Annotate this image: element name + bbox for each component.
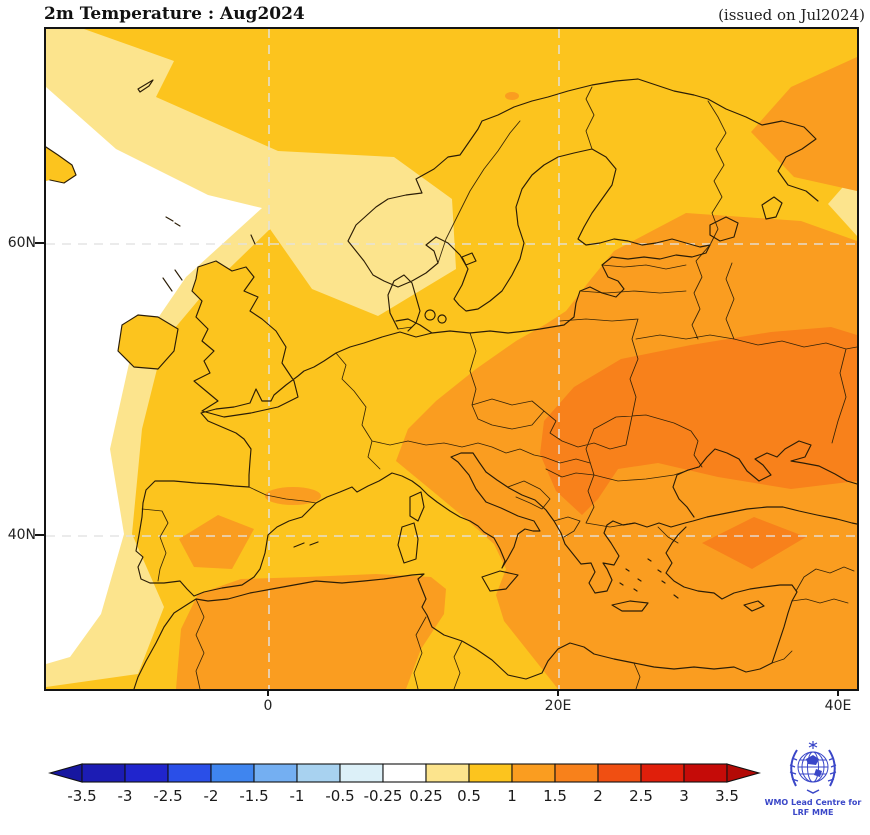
map-region-orange-lofoten [505,92,519,100]
colorbar-segment [468,763,513,783]
colorbar-segment [124,763,169,783]
lon-label-40e: 40E [824,698,852,714]
tick-60n [35,242,44,244]
map-region-orange-nw-africa [176,574,446,689]
wmo-logo-text-line2: LRF MME [792,808,834,817]
land-gold-islands [46,147,298,417]
tick-0 [267,689,269,696]
map-canvas [44,27,859,691]
colorbar-arrow-right [726,763,762,783]
colorbar-segment [683,763,728,783]
colorbar-label: -0.5 [325,787,355,805]
ireland [118,315,178,369]
colorbar-segment [210,763,255,783]
colorbar-label: 2.5 [629,787,653,805]
colorbar-segment [554,763,599,783]
colorbar-label: 3.5 [715,787,739,805]
map-region-orange-pyrenees [265,487,321,505]
issued-date-label: (issued on Jul2024) [718,6,865,24]
map-region-darkorange-anatolia [702,517,806,569]
colorbar-label: -1 [289,787,305,805]
map-region-orange-northeast [751,57,857,191]
great-britain [192,261,298,417]
graticule [46,29,857,689]
globe-continent-shape [806,755,819,765]
colorbar-segment [81,763,126,783]
globe-continent-shape2 [814,769,822,777]
colorbar-label: -0.25 [363,787,403,805]
colorbar-label: -1.5 [239,787,269,805]
lat-label-40n: 40N [7,527,36,543]
colorbar-label: -2 [203,787,219,805]
tick-40e [837,689,839,696]
colorbar-label: -2.5 [153,787,183,805]
coastline-paths [45,78,858,690]
colorbar-segment [511,763,556,783]
colorbar-segment [640,763,685,783]
wmo-logo: WMO Lead Centre for LRF MME [763,740,863,818]
colorbar-arrow-left [48,763,83,783]
colorbar [48,763,762,783]
border-paths [141,86,858,690]
map-region-orange-spain [179,515,254,569]
lon-label-0: 0 [263,698,273,714]
colorbar-label: 3 [679,787,689,805]
lat-label-60n: 60N [7,235,36,251]
colorbar-segment [296,763,341,783]
page-title: 2m Temperature : Aug2024 [44,4,305,24]
colorbar-label: 1 [507,787,517,805]
colorbar-label: 2 [593,787,603,805]
colorbar-segment [253,763,298,783]
tick-20e [557,689,559,696]
map-region-darkorange-core [540,327,857,515]
colorbar-segment [339,763,384,783]
anomaly-map-svg [45,29,858,690]
colorbar-segment [425,763,470,783]
iceland-tip [46,147,76,183]
tick-40n [35,534,44,536]
country-borders [141,86,858,690]
coastlines [45,78,858,690]
colorbar-segment [167,763,212,783]
lon-label-20e: 20E [544,698,572,714]
colorbar-label: -3.5 [67,787,97,805]
colorbar-segment [382,763,427,783]
colorbar-label: 0.5 [457,787,481,805]
wmo-logo-text-line1: WMO Lead Centre for [764,798,862,807]
colorbar-label: 1.5 [543,787,567,805]
colorbar-segment [597,763,642,783]
colorbar-label: 0.25 [409,787,443,805]
colorbar-label: -3 [117,787,133,805]
wmo-emblem-icon [789,741,837,794]
map-region-white-atlantic [46,87,262,664]
